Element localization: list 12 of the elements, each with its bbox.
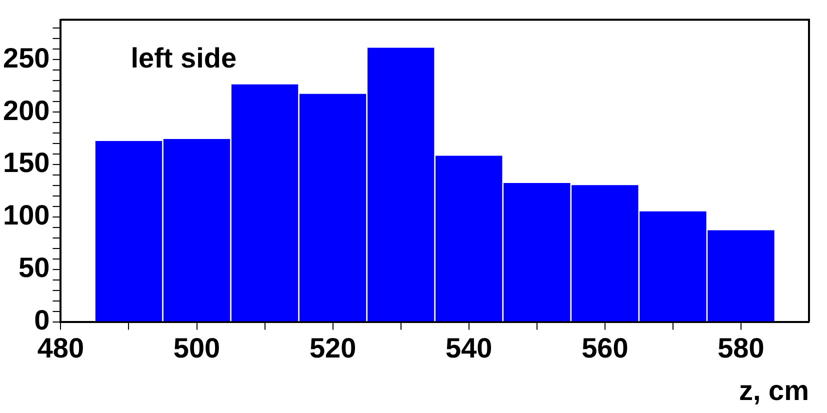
x-tick-label: 580 <box>718 332 764 364</box>
y-tick-label: 150 <box>3 147 50 178</box>
x-axis-title: z, cm <box>738 374 809 406</box>
x-tick-label: 560 <box>582 332 628 364</box>
x-tick-label: 520 <box>309 332 356 364</box>
x-tick-label: 500 <box>173 332 220 364</box>
y-tick-label: 100 <box>3 200 50 231</box>
y-tick-label: 50 <box>18 252 50 284</box>
y-tick-label: 250 <box>3 42 50 74</box>
y-tick-label: 200 <box>3 94 50 126</box>
annotation: left side <box>130 42 237 74</box>
x-tick-label: 540 <box>446 332 492 364</box>
